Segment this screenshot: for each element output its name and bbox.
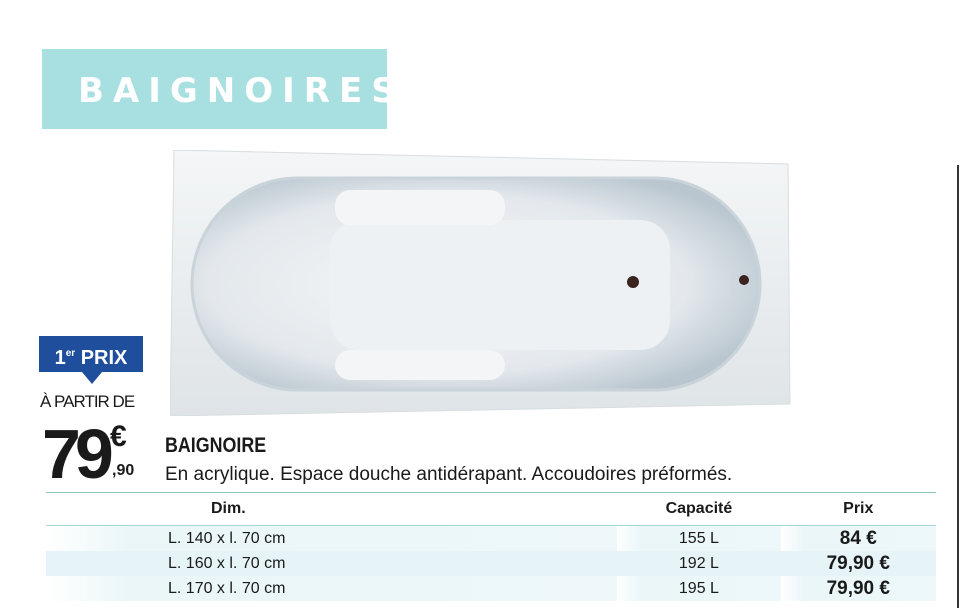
header-dim: Dim. — [46, 492, 618, 526]
cell-price: 84 € — [780, 525, 936, 551]
price-cents: ,90 — [112, 462, 135, 479]
product-description: En acrylique. Espace douche antidérapant… — [165, 464, 733, 485]
table-row: L. 160 x l. 70 cm 192 L 79,90 € — [46, 551, 936, 576]
cell-dim: L. 160 x l. 70 cm — [46, 551, 618, 576]
badge-superscript: er — [65, 348, 76, 359]
product-name: BAIGNOIRE — [165, 434, 267, 457]
page-edge-line — [957, 165, 959, 608]
table-header: Dim. Capacité Prix — [46, 492, 936, 526]
cell-dim: L. 140 x l. 70 cm — [46, 525, 618, 551]
badge-number: 1 — [54, 347, 66, 369]
cell-capacity: 192 L — [617, 551, 781, 576]
category-banner: BAIGNOIRES — [42, 49, 396, 129]
category-title: BAIGNOIRES — [78, 71, 405, 111]
cell-capacity: 155 L — [617, 525, 781, 551]
table-row: L. 140 x l. 70 cm 155 L 84 € — [46, 525, 936, 551]
badge-label: PRIX — [80, 347, 128, 369]
spec-table: Dim. Capacité Prix L. 140 x l. 70 cm 155 … — [46, 492, 936, 601]
price-prefix: À PARTIR DE — [40, 392, 135, 411]
header-capacity: Capacité — [617, 492, 781, 526]
price-currency: € — [110, 420, 127, 453]
bathtub-image — [170, 150, 791, 416]
table-row: L. 170 x l. 70 cm 195 L 79,90 € — [46, 576, 936, 601]
cell-dim: L. 170 x l. 70 cm — [46, 576, 618, 601]
first-price-badge: 1er PRIX — [39, 336, 143, 384]
cell-price: 79,90 € — [780, 551, 936, 576]
header-price: Prix — [780, 492, 936, 526]
cell-price: 79,90 € — [780, 576, 936, 601]
cell-capacity: 195 L — [617, 576, 781, 601]
price-units: 79 — [42, 415, 114, 493]
